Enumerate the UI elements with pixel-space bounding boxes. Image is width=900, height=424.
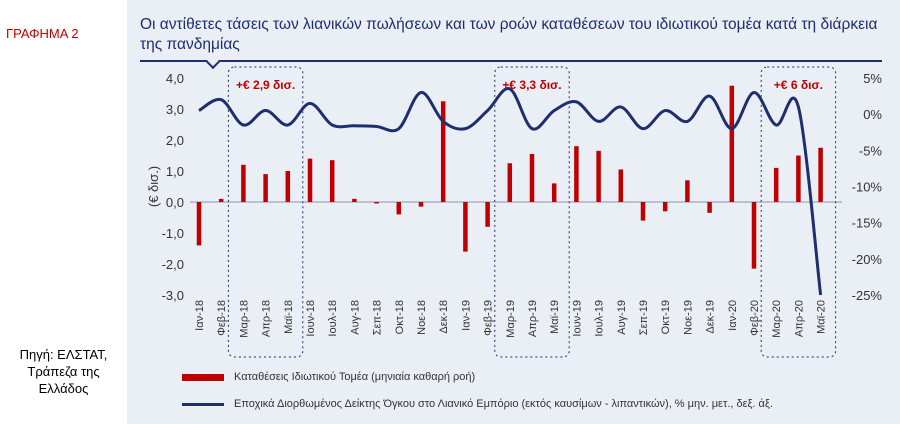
right-axis-tick-label: -5% — [859, 143, 883, 158]
legend-bar-swatch — [182, 373, 224, 381]
x-tick-label: Αυγ-19 — [616, 300, 628, 335]
deposit-bar — [596, 150, 601, 202]
left-axis-title: (€ δισ.) — [146, 166, 161, 207]
x-tick-label: Ιουν-19 — [571, 300, 583, 337]
x-tick-label: Δεκ-19 — [705, 300, 717, 334]
annotation-box — [227, 66, 304, 358]
source-line-3: Ελλάδος — [38, 381, 89, 396]
deposit-bar — [241, 164, 246, 202]
x-tick-label: Μαρ-19 — [505, 300, 517, 338]
right-axis-tick-label: 0% — [863, 107, 882, 122]
left-axis-tick-label: -2,0 — [162, 257, 184, 272]
deposit-bar — [685, 180, 690, 202]
deposit-bar — [196, 202, 202, 246]
left-axis-tick-label: 4,0 — [166, 71, 184, 86]
deposit-bar — [751, 202, 757, 269]
source-line-1: Πηγή: ΕΛΣΤΑΤ, — [19, 347, 108, 362]
x-tick-label: Απρ-18 — [261, 300, 273, 337]
right-axis-tick-label: -20% — [852, 252, 883, 267]
x-tick-label: Ιουν-18 — [305, 300, 317, 337]
annotation-label: +€ 2,9 δισ. — [236, 78, 295, 92]
deposit-bar — [285, 171, 291, 202]
left-axis-tick-label: -1,0 — [162, 226, 184, 241]
sidebar: ΓΡΑΦΗΜΑ 2 Πηγή: ΕΛΣΤΑΤ, Τράπεζα της Ελλά… — [0, 0, 127, 424]
x-tick-label: Ιουλ-19 — [594, 300, 606, 337]
chart-panel — [127, 0, 900, 424]
deposit-bar — [574, 146, 579, 202]
x-tick-label: Νοε-19 — [682, 300, 694, 335]
x-tick-label: Απρ-19 — [527, 300, 539, 337]
annotation-box — [760, 66, 837, 358]
x-tick-label: Δεκ-18 — [438, 300, 450, 334]
deposit-bar — [729, 85, 735, 202]
deposit-bar — [396, 202, 402, 215]
x-tick-label: Φεβ-18 — [216, 300, 228, 336]
retail-index-line — [198, 87, 823, 296]
chart-title: Οι αντίθετες τάσεις των λιανικών πωλήσεω… — [140, 16, 878, 53]
deposit-bar — [529, 153, 535, 202]
legend-item-deposits: Καταθέσεις Ιδιωτικού Τομέα (μηνιαία καθα… — [182, 371, 475, 383]
x-tick-label: Μαϊ-19 — [549, 300, 561, 334]
annotation-box — [494, 66, 570, 358]
x-tick-label: Οκτ-18 — [394, 300, 406, 334]
x-tick-label: Ιουλ-18 — [327, 300, 339, 337]
right-axis-tick-label: 5% — [863, 71, 882, 86]
x-tick-label: Ιαν-20 — [727, 300, 739, 331]
right-axis-tick-label: -15% — [852, 216, 883, 231]
title-divider — [140, 60, 882, 62]
right-axis-tick-label: -25% — [852, 288, 883, 303]
deposit-bar — [218, 198, 224, 202]
deposit-bar — [329, 160, 335, 202]
annotation-label: +€ 6 δισ. — [774, 78, 823, 92]
source-note: Πηγή: ΕΛΣΤΑΤ, Τράπεζα της Ελλάδος — [0, 346, 127, 397]
legend-item-retail-index: Εποχικά Διορθωμένος Δείκτης Όγκου στο Λι… — [182, 398, 773, 410]
x-tick-label: Σεπ-18 — [372, 300, 384, 335]
deposit-bar — [440, 101, 446, 202]
left-axis-tick-label: 1,0 — [166, 164, 184, 179]
x-tick-label: Ιαν-18 — [194, 300, 206, 331]
x-tick-label: Μαϊ-20 — [816, 300, 828, 334]
legend-retail-label: Εποχικά Διορθωμένος Δείκτης Όγκου στο Λι… — [234, 398, 773, 410]
deposit-bar — [485, 202, 490, 227]
x-tick-label: Ιαν-19 — [460, 300, 472, 331]
deposit-bar — [307, 158, 313, 202]
x-tick-label: Φεβ-19 — [483, 300, 495, 336]
left-axis-tick-label: -3,0 — [162, 288, 184, 303]
left-axis-tick-label: 0,0 — [166, 195, 184, 210]
x-tick-label: Νοε-18 — [416, 300, 428, 335]
x-tick-label: Μαρ-18 — [238, 300, 250, 338]
deposit-bar — [374, 202, 379, 204]
deposit-bar — [352, 198, 357, 202]
deposit-bar — [463, 202, 468, 252]
deposit-bar — [551, 183, 557, 202]
x-tick-label: Μαρ-20 — [771, 300, 783, 338]
deposit-bar — [618, 169, 624, 202]
legend-deposits-label: Καταθέσεις Ιδιωτικού Τομέα (μηνιαία καθα… — [234, 371, 476, 383]
deposit-bar — [818, 147, 823, 202]
x-tick-label: Μαϊ-18 — [283, 300, 295, 334]
deposit-bar — [707, 202, 712, 213]
deposit-bar — [263, 174, 268, 202]
deposit-bar — [773, 167, 779, 202]
left-axis-tick-label: 3,0 — [166, 102, 184, 117]
source-line-2: Τράπεζα της — [27, 364, 100, 379]
x-tick-label: Φεβ-20 — [749, 300, 761, 336]
x-tick-label: Σεπ-19 — [638, 300, 650, 335]
legend-line-swatch — [182, 402, 224, 406]
deposit-bar — [796, 155, 801, 202]
deposit-bar — [507, 163, 513, 202]
x-tick-label: Αυγ-18 — [349, 300, 361, 335]
right-axis-tick-label: -10% — [852, 180, 883, 195]
deposit-bar — [418, 202, 424, 207]
x-tick-label: Απρ-20 — [793, 300, 805, 337]
deposit-bar — [640, 202, 646, 221]
deposit-bar — [662, 202, 668, 212]
x-tick-label: Οκτ-19 — [660, 300, 672, 334]
annotation-label: +€ 3,3 δισ. — [502, 78, 561, 92]
chart-number-label: ΓΡΑΦΗΜΑ 2 — [6, 26, 79, 41]
left-axis-tick-label: 2,0 — [166, 133, 184, 148]
